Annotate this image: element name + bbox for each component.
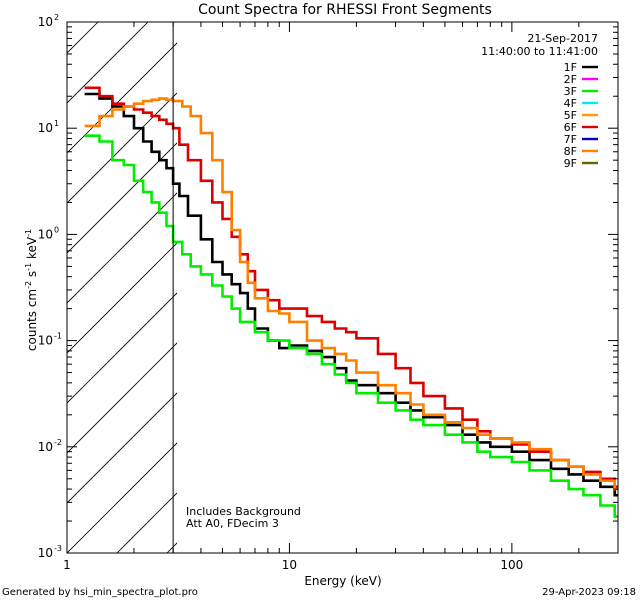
y-axis-label-exp3: -1 xyxy=(24,229,33,237)
y-axis-label-mid: s xyxy=(25,271,39,281)
plot-frame xyxy=(66,21,619,554)
annotation-attenuator: Att A0, FDecim 3 xyxy=(186,517,279,530)
y-axis-label-tail: keV xyxy=(25,236,39,263)
axis-ticks xyxy=(66,22,619,554)
legend-label-2F: 2F xyxy=(564,73,577,86)
legend-label-7F: 7F xyxy=(564,133,577,146)
y-tick-label: 10 xyxy=(38,15,53,29)
legend-label-1F: 1F xyxy=(564,61,577,74)
series-1F xyxy=(84,92,618,497)
legend-label-8F: 8F xyxy=(564,145,577,158)
y-tick-label: 10 xyxy=(38,227,53,241)
series-6F xyxy=(84,86,618,489)
y-axis-label: counts cm-2 s-1 keV-1 xyxy=(24,229,39,351)
chart-title: Count Spectra for RHESSI Front Segments xyxy=(198,2,492,18)
x-tick-label: 10 xyxy=(282,558,297,572)
hatch-line xyxy=(67,22,99,54)
hatch-line xyxy=(67,22,149,104)
y-tick-exponent: 1 xyxy=(54,119,59,128)
legend-date: 21-Sep-2017 xyxy=(527,32,598,45)
legend-label-3F: 3F xyxy=(564,85,577,98)
hatch-line xyxy=(67,92,177,204)
y-tick-label: 10 xyxy=(38,334,53,348)
y-tick-label: 10 xyxy=(38,546,53,560)
y-tick-exponent: -3 xyxy=(54,544,62,553)
hatch-line xyxy=(116,492,177,553)
series-8F xyxy=(84,97,618,491)
x-tick-label: 1 xyxy=(63,558,71,572)
series-layer xyxy=(84,86,618,518)
y-tick-label: 10 xyxy=(38,121,53,135)
x-tick-label: 100 xyxy=(500,558,523,572)
hatch-line xyxy=(67,42,177,154)
legend-time-range: 11:40:00 to 11:41:00 xyxy=(481,45,598,58)
hatch-line xyxy=(467,22,640,553)
y-tick-exponent: -2 xyxy=(54,438,62,447)
hatch-line xyxy=(67,392,177,504)
x-axis-label: Energy (keV) xyxy=(304,574,381,588)
y-tick-label: 10 xyxy=(38,440,53,454)
hatch-line xyxy=(67,442,177,553)
y-axis-label-exp1: -2 xyxy=(24,281,33,289)
hatch-line xyxy=(67,342,177,454)
footer-generator: Generated by hsi_min_spectra_plot.pro xyxy=(2,587,198,598)
hatch-line xyxy=(67,192,177,304)
legend-label-9F: 9F xyxy=(564,157,577,170)
y-tick-exponent: -1 xyxy=(54,332,62,341)
legend-label-5F: 5F xyxy=(564,109,577,122)
y-axis-label-exp2: -1 xyxy=(24,263,33,271)
series-3F xyxy=(84,134,618,518)
y-tick-exponent: 0 xyxy=(54,225,59,234)
x-tick-labels: 1 10 100 xyxy=(63,558,523,572)
y-axis-label-base: counts cm xyxy=(25,289,39,351)
hatch-line xyxy=(617,22,640,553)
hatched-region xyxy=(67,22,640,553)
hatch-line xyxy=(67,242,177,354)
annotation-background: Includes Background xyxy=(186,505,301,518)
legend-label-4F: 4F xyxy=(564,97,577,110)
legend-label-6F: 6F xyxy=(564,121,577,134)
y-tick-exponent: 2 xyxy=(54,13,59,22)
hatch-line xyxy=(417,22,640,553)
footer-timestamp: 29-Apr-2023 09:18 xyxy=(542,587,636,598)
